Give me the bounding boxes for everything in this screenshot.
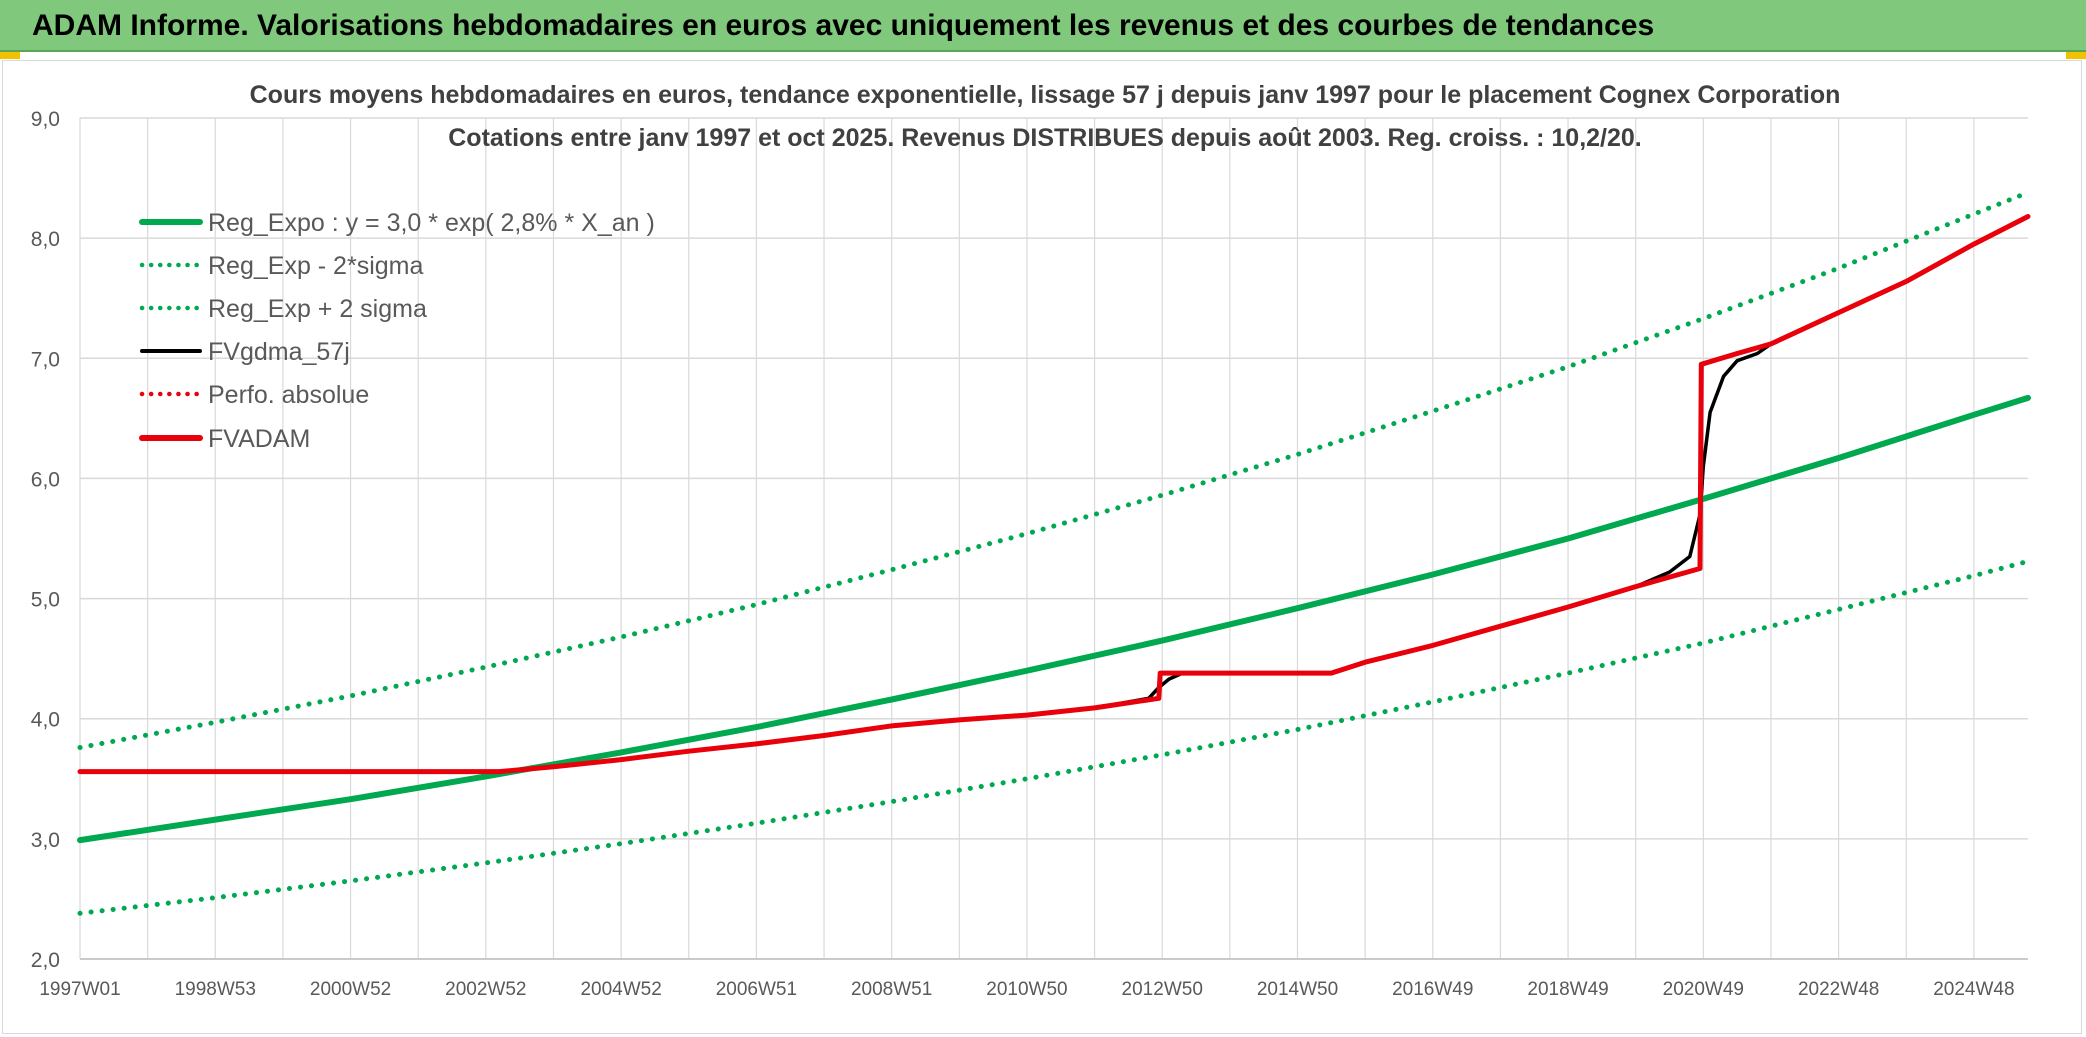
legend-label: Reg_Expo : y = 3,0 * exp( 2,8% * X_an ) [208, 209, 655, 237]
report-banner: ADAM Informe. Valorisations hebdomadaire… [0, 0, 2086, 52]
y-tick-label: 4,0 [31, 709, 60, 732]
series [77, 190, 2031, 916]
series-line-2 [77, 190, 2031, 750]
series-line-5 [77, 214, 2031, 775]
x-tick-label: 2008W51 [851, 979, 932, 1000]
axes: 9,0 8,0 7,0 6,0 5,0 4,0 3,0 2,0 1997W01 1998W53 20… [31, 108, 2028, 1000]
x-tick-label: 2004W52 [580, 979, 661, 1000]
x-tick-label: 2002W52 [445, 979, 526, 1000]
series-line-0 [77, 394, 2031, 844]
legend: Reg_Expo : y = 3,0 * exp( 2,8% * X_an ) R… [139, 209, 655, 453]
chart-titles: Cours moyens hebdomadaires en euros, ten… [250, 81, 1841, 152]
y-tick-label: 3,0 [31, 829, 60, 852]
x-tick-label: 2010W50 [986, 979, 1067, 1000]
line-chart: 9,0 8,0 7,0 6,0 5,0 4,0 3,0 2,0 1997W01 1998W53 20… [31, 81, 2031, 1000]
x-tick-label: 2018W49 [1527, 979, 1608, 1000]
legend-label: Reg_Exp - 2*sigma [208, 252, 423, 280]
legend-label: Reg_Exp + 2 sigma [208, 295, 427, 323]
banner-corner-right [2066, 52, 2086, 59]
x-tick-label: 2012W50 [1122, 979, 1203, 1000]
x-tick-label: 1997W01 [39, 979, 120, 1000]
report-banner-title: ADAM Informe. Valorisations hebdomadaire… [32, 9, 1655, 42]
x-tick-label: 2000W52 [310, 979, 391, 1000]
x-tick-label: 2016W49 [1392, 979, 1473, 1000]
legend-label: FVADAM [208, 425, 310, 453]
x-tick-label: 2006W51 [716, 979, 797, 1000]
y-tick-label: 8,0 [31, 228, 60, 251]
chart-title: Cours moyens hebdomadaires en euros, ten… [250, 81, 1841, 109]
x-tick-label: 2014W50 [1257, 979, 1338, 1000]
y-tick-label: 9,0 [31, 108, 60, 131]
y-tick-label: 2,0 [31, 949, 60, 972]
grid [79, 117, 2028, 960]
y-tick-label: 7,0 [31, 348, 60, 371]
chart-subtitle: Cotations entre janv 1997 et oct 2025. R… [448, 124, 1642, 152]
x-tick-label: 2022W48 [1798, 979, 1879, 1000]
banner-corner-left [0, 52, 20, 59]
x-tick-label: 1998W53 [175, 979, 256, 1000]
y-tick-label: 6,0 [31, 468, 60, 491]
series-line-1 [77, 558, 2031, 916]
y-tick-label: 5,0 [31, 589, 60, 612]
legend-label: Perfo. absolue [208, 381, 369, 409]
x-tick-label: 2020W49 [1663, 979, 1744, 1000]
legend-label: FVgdma_57j [208, 338, 350, 366]
x-tick-label: 2024W48 [1933, 979, 2014, 1000]
